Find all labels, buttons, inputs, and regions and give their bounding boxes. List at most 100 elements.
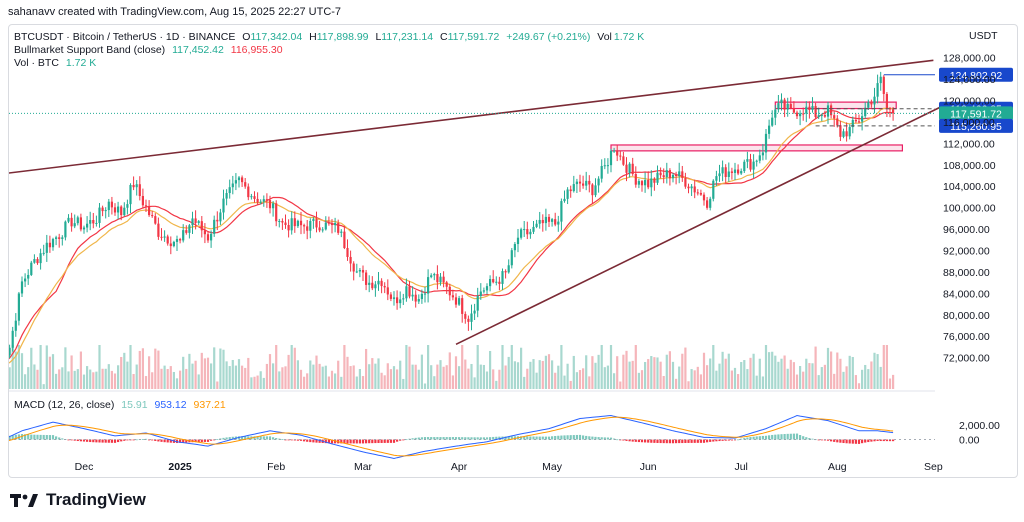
chart-frame[interactable]: 124,802.92118,466.85117,591.72115,260.95…: [8, 24, 1018, 478]
volume-bar: [358, 369, 361, 389]
candle-body: [820, 115, 823, 117]
macd-histogram-bar: [495, 436, 498, 440]
macd-histogram-bar: [340, 439, 343, 444]
candle-body: [303, 225, 306, 227]
volume-bar: [371, 358, 374, 389]
macd-histogram-bar: [470, 437, 473, 440]
candle-body: [231, 183, 234, 188]
candle-body: [768, 125, 771, 134]
support-trendline: [455, 106, 940, 346]
candle-body: [792, 108, 795, 113]
macd-histogram-bar: [699, 439, 702, 443]
candle-body: [20, 281, 24, 294]
volume-bar: [417, 369, 420, 389]
macd-histogram-bar: [529, 436, 532, 440]
volume-bar: [141, 348, 144, 389]
candle-body: [740, 171, 743, 174]
legend-symbol-row: BTCUSDT · Bitcoin / TetherUS · 1D · BINA…: [14, 31, 648, 43]
tradingview-logo[interactable]: TradingView: [10, 490, 146, 510]
volume-bar: [315, 355, 318, 389]
volume-bar: [244, 367, 247, 389]
volume-bar: [885, 345, 888, 389]
volume-bar: [538, 360, 541, 389]
macd-histogram-bar: [228, 437, 231, 440]
volume-bar: [278, 371, 281, 389]
macd-histogram-bar: [389, 439, 392, 443]
y-tick-label: 88,000.00: [943, 267, 990, 279]
macd-histogram-bar: [76, 439, 79, 442]
candle-body: [368, 282, 371, 285]
candle-body: [200, 221, 203, 231]
candle-body: [352, 263, 355, 272]
candle-body: [377, 280, 380, 285]
y-tick-label: 116,000.00: [943, 117, 995, 129]
volume-bar: [619, 381, 622, 389]
macd-histogram-bar: [560, 435, 563, 440]
volume-bar: [82, 374, 86, 389]
candle-body: [272, 203, 275, 209]
volume-bar: [200, 352, 203, 389]
legend-open: O117,342.04: [242, 31, 303, 43]
volume-bar: [582, 368, 585, 389]
macd-histogram-bar: [151, 439, 154, 441]
volume-bar: [222, 349, 225, 389]
macd-histogram-bar: [27, 434, 30, 440]
volume-bar: [256, 375, 259, 389]
candle-body: [554, 219, 557, 225]
candle-body: [86, 223, 89, 228]
candle-body: [575, 181, 578, 185]
macd-histogram-bar: [718, 439, 721, 442]
volume-bar: [293, 347, 296, 389]
candle-body: [327, 222, 330, 224]
candle-body: [213, 219, 216, 234]
volume-bar: [448, 352, 451, 389]
candle-body: [485, 286, 489, 291]
volume-bar: [495, 380, 498, 389]
macd-histogram-bar: [185, 439, 188, 443]
volume-bar: [191, 363, 194, 389]
volume-bar: [681, 353, 684, 389]
candle-body: [563, 198, 566, 202]
candle-body: [523, 229, 526, 231]
candle-body: [653, 178, 656, 183]
candle-body: [430, 275, 433, 278]
legend-vol: Vol 1.72 K: [597, 31, 645, 43]
volume-bar: [368, 364, 371, 389]
volume-bar: [151, 372, 154, 389]
volume-bar: [566, 363, 569, 389]
y-tick-label: 80,000.00: [943, 310, 990, 322]
macd-histogram-bar: [324, 439, 327, 444]
macd-histogram-bar: [833, 439, 836, 442]
macd-histogram-bar: [206, 439, 210, 442]
macd-histogram-bar: [706, 439, 709, 443]
volume-bar: [175, 378, 179, 389]
volume-bar: [656, 357, 659, 389]
volume-bar: [839, 358, 842, 389]
candle-body: [591, 184, 594, 196]
macd-histogram-bar: [179, 439, 182, 443]
macd-histogram-bar: [563, 435, 566, 440]
volume-bar: [340, 376, 343, 389]
volume-bar: [380, 372, 383, 389]
candle-body: [237, 177, 241, 181]
volume-bar: [665, 354, 668, 389]
candle-body: [882, 76, 885, 94]
price-chart[interactable]: 124,802.92118,466.85117,591.72115,260.95…: [9, 25, 1017, 477]
candle-body: [737, 169, 740, 174]
macd-histogram-bar: [396, 439, 399, 442]
volume-bar: [662, 376, 665, 389]
candle-body: [33, 259, 36, 263]
macd-histogram-bar: [569, 435, 572, 440]
volume-bar: [833, 373, 836, 389]
candle-body: [578, 181, 582, 184]
candle-body: [45, 242, 48, 253]
x-tick-label: May: [542, 461, 563, 473]
macd-histogram-bar: [380, 439, 383, 443]
macd-histogram-bar: [538, 436, 541, 440]
candle-body: [876, 83, 879, 97]
macd-histogram-bar: [73, 439, 76, 441]
macd-histogram-bar: [154, 439, 157, 441]
x-tick-label: Apr: [451, 461, 468, 473]
macd-histogram-bar: [386, 439, 389, 443]
candle-body: [61, 237, 64, 239]
